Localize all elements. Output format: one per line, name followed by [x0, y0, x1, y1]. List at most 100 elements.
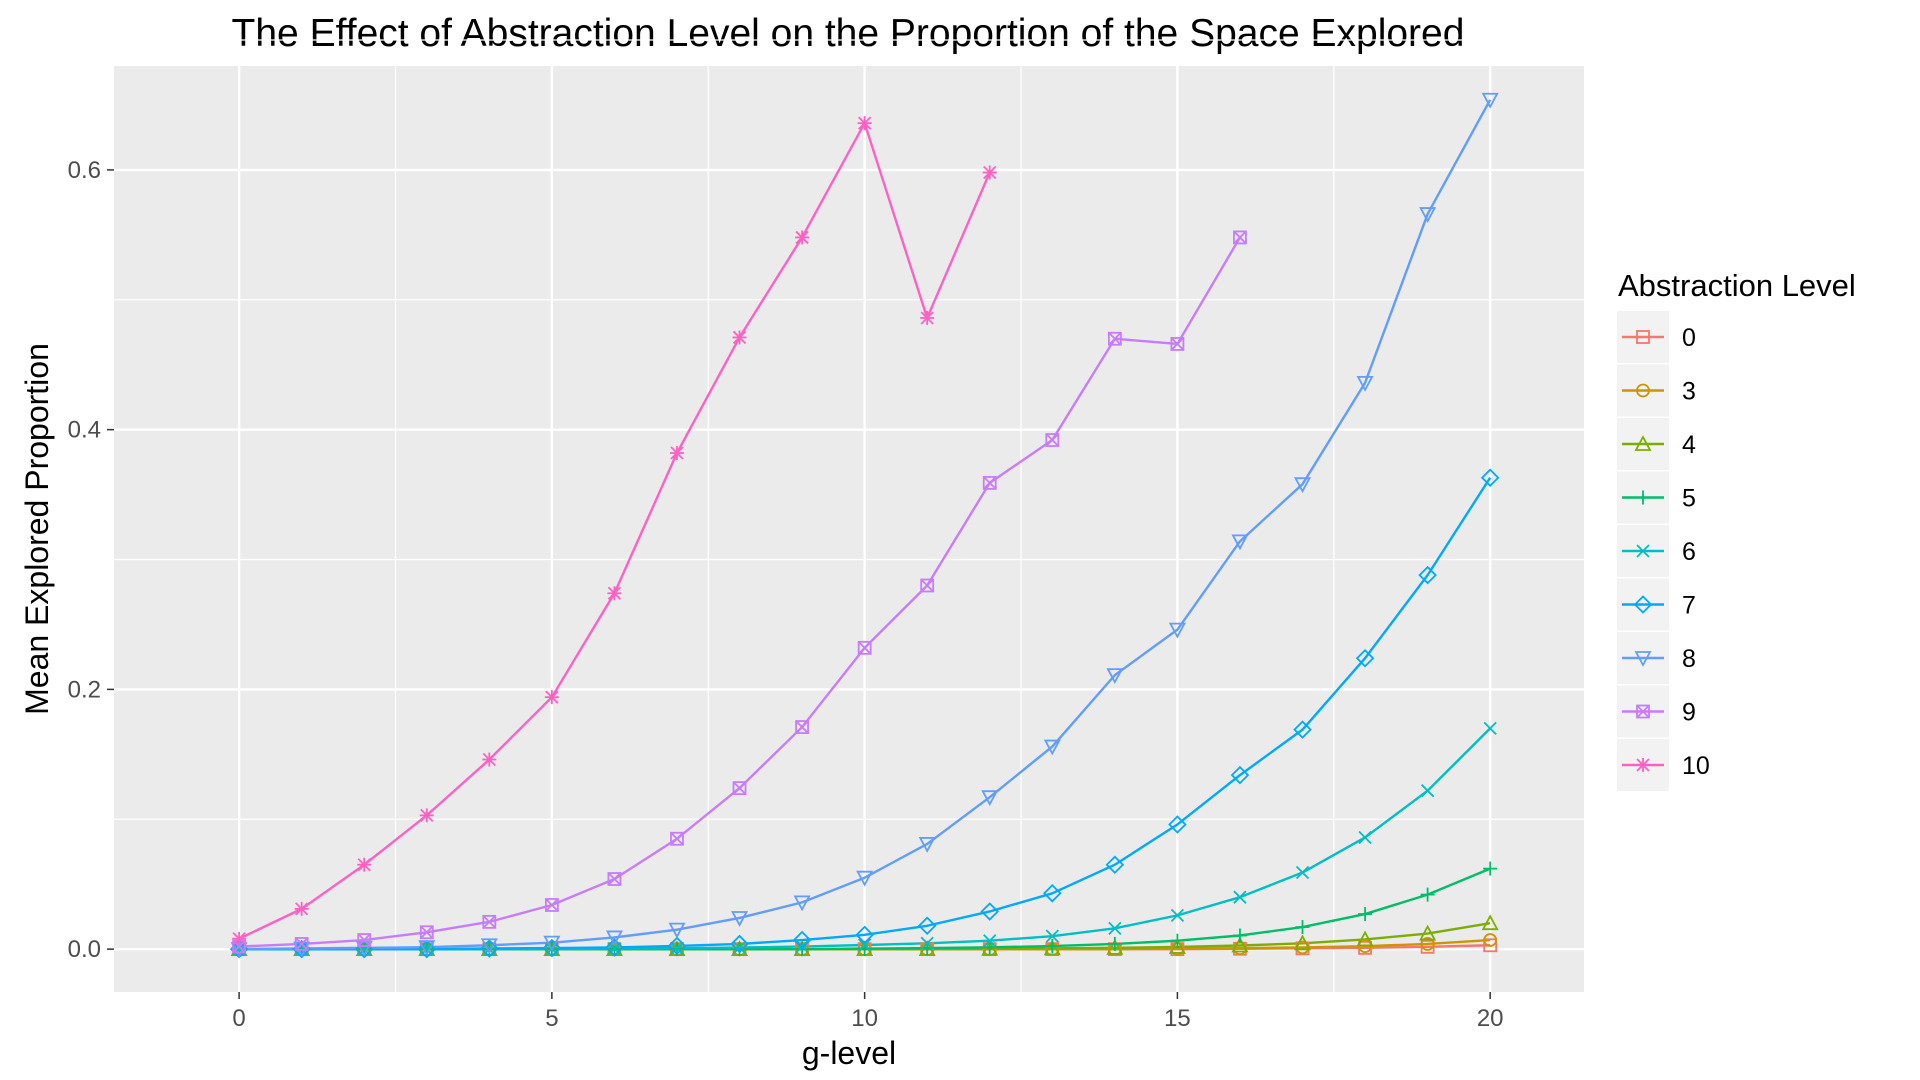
- data-point-7: [480, 939, 499, 958]
- data-point-7: [1418, 565, 1437, 585]
- legend-key-marker: [1634, 651, 1652, 667]
- legend-title: Abstraction Level: [1618, 268, 1856, 303]
- legend-item-3: 3: [1617, 364, 1696, 417]
- legend-key-marker: [1636, 704, 1650, 719]
- data-point-4: [1106, 938, 1124, 955]
- legend-key-marker: [1633, 595, 1653, 614]
- legend-item-10: 10: [1617, 739, 1710, 791]
- data-point-4: [1294, 934, 1312, 951]
- data-point-8: [605, 930, 623, 947]
- y-axis-title: Mean Explored Proportion: [19, 343, 55, 715]
- data-point-9: [357, 933, 372, 947]
- data-point-10: [669, 446, 684, 461]
- x-tick-label: 10: [851, 1005, 878, 1032]
- data-point-8: [1356, 375, 1374, 392]
- data-point-5: [1107, 936, 1122, 951]
- data-point-5: [732, 942, 747, 957]
- y-tick-label: 0.2: [68, 676, 101, 703]
- data-point-6: [670, 941, 684, 955]
- legend-key-marker: [1634, 435, 1652, 451]
- data-point-4: [1231, 936, 1249, 953]
- data-point-9: [857, 640, 872, 655]
- data-point-9: [1233, 230, 1247, 245]
- y-tick-label: 0.0: [68, 936, 101, 963]
- legend-label: 5: [1682, 485, 1696, 513]
- data-point-6: [1108, 921, 1122, 935]
- data-point-10: [482, 752, 497, 767]
- legend-key-marker: [1636, 758, 1650, 772]
- data-point-5: [1295, 920, 1310, 935]
- data-point-8: [543, 935, 561, 952]
- data-point-8: [981, 790, 999, 807]
- series-markers: [229, 92, 1500, 959]
- data-point-4: [1356, 930, 1374, 947]
- data-point-4: [1043, 939, 1061, 956]
- x-tick-label: 15: [1164, 1005, 1191, 1032]
- data-point-7: [1168, 815, 1187, 834]
- legend-key-marker: [1636, 490, 1650, 505]
- data-point-6: [858, 938, 872, 952]
- data-point-9: [982, 475, 997, 490]
- data-point-9: [544, 898, 559, 912]
- data-point-8: [1106, 668, 1124, 685]
- y-tick-label: 0.6: [68, 157, 101, 184]
- data-point-8: [418, 940, 436, 957]
- legend-item-9: 9: [1617, 685, 1696, 738]
- legend-label: 3: [1682, 378, 1696, 406]
- data-point-10: [607, 586, 622, 601]
- data-point-6: [1420, 784, 1435, 798]
- series-line-7: [239, 477, 1492, 951]
- legend-label: 10: [1682, 752, 1710, 780]
- data-point-6: [983, 934, 997, 948]
- data-point-5: [1170, 933, 1185, 948]
- legend-item-6: 6: [1617, 525, 1696, 577]
- data-point-7: [667, 936, 687, 956]
- data-point-10: [732, 330, 747, 345]
- data-point-10: [544, 690, 559, 705]
- data-point-6: [1045, 929, 1059, 943]
- chart-title: The Effect of Abstraction Level on the P…: [232, 12, 1465, 55]
- legend-key-marker: [1636, 544, 1650, 558]
- data-point-6: [795, 939, 809, 954]
- data-point-9: [1045, 433, 1060, 447]
- data-point-8: [480, 938, 498, 955]
- legend-label: 0: [1682, 324, 1696, 352]
- series-line-8: [239, 99, 1492, 951]
- data-point-4: [1419, 924, 1437, 941]
- data-point-9: [795, 720, 809, 734]
- data-point-7: [1293, 720, 1312, 739]
- data-point-6: [1483, 721, 1497, 735]
- data-point-6: [1170, 908, 1185, 923]
- data-point-5: [1045, 939, 1060, 954]
- legend-items: 0 3 4 5 6 7 8 9 10: [1617, 311, 1710, 791]
- y-tick-label: 0.4: [68, 417, 101, 444]
- data-point-10: [294, 901, 309, 916]
- data-point-4: [981, 939, 999, 956]
- data-point-9: [1170, 337, 1185, 351]
- data-point-8: [1294, 477, 1312, 494]
- data-point-4: [1168, 938, 1186, 954]
- data-point-8: [1168, 622, 1186, 639]
- data-point-5: [1358, 907, 1373, 922]
- data-point-0: [1483, 938, 1498, 953]
- data-point-7: [792, 930, 812, 950]
- data-point-9: [482, 914, 497, 929]
- data-point-10: [795, 230, 810, 245]
- data-point-8: [1419, 207, 1437, 223]
- data-point-7: [417, 939, 437, 959]
- legend-key-marker: [1636, 330, 1650, 344]
- data-point-9: [294, 937, 309, 951]
- data-point-8: [1481, 92, 1499, 109]
- data-point-7: [917, 916, 937, 936]
- x-axis: 0 5 10 15 20: [232, 992, 1504, 1032]
- data-point-5: [1232, 928, 1247, 943]
- data-point-10: [357, 857, 372, 872]
- legend-item-8: 8: [1617, 632, 1696, 684]
- data-point-9: [1107, 331, 1122, 346]
- data-point-9: [670, 831, 684, 846]
- x-tick-label: 0: [232, 1005, 245, 1032]
- data-point-9: [732, 781, 747, 795]
- data-point-10: [920, 310, 935, 325]
- data-point-6: [1295, 865, 1310, 880]
